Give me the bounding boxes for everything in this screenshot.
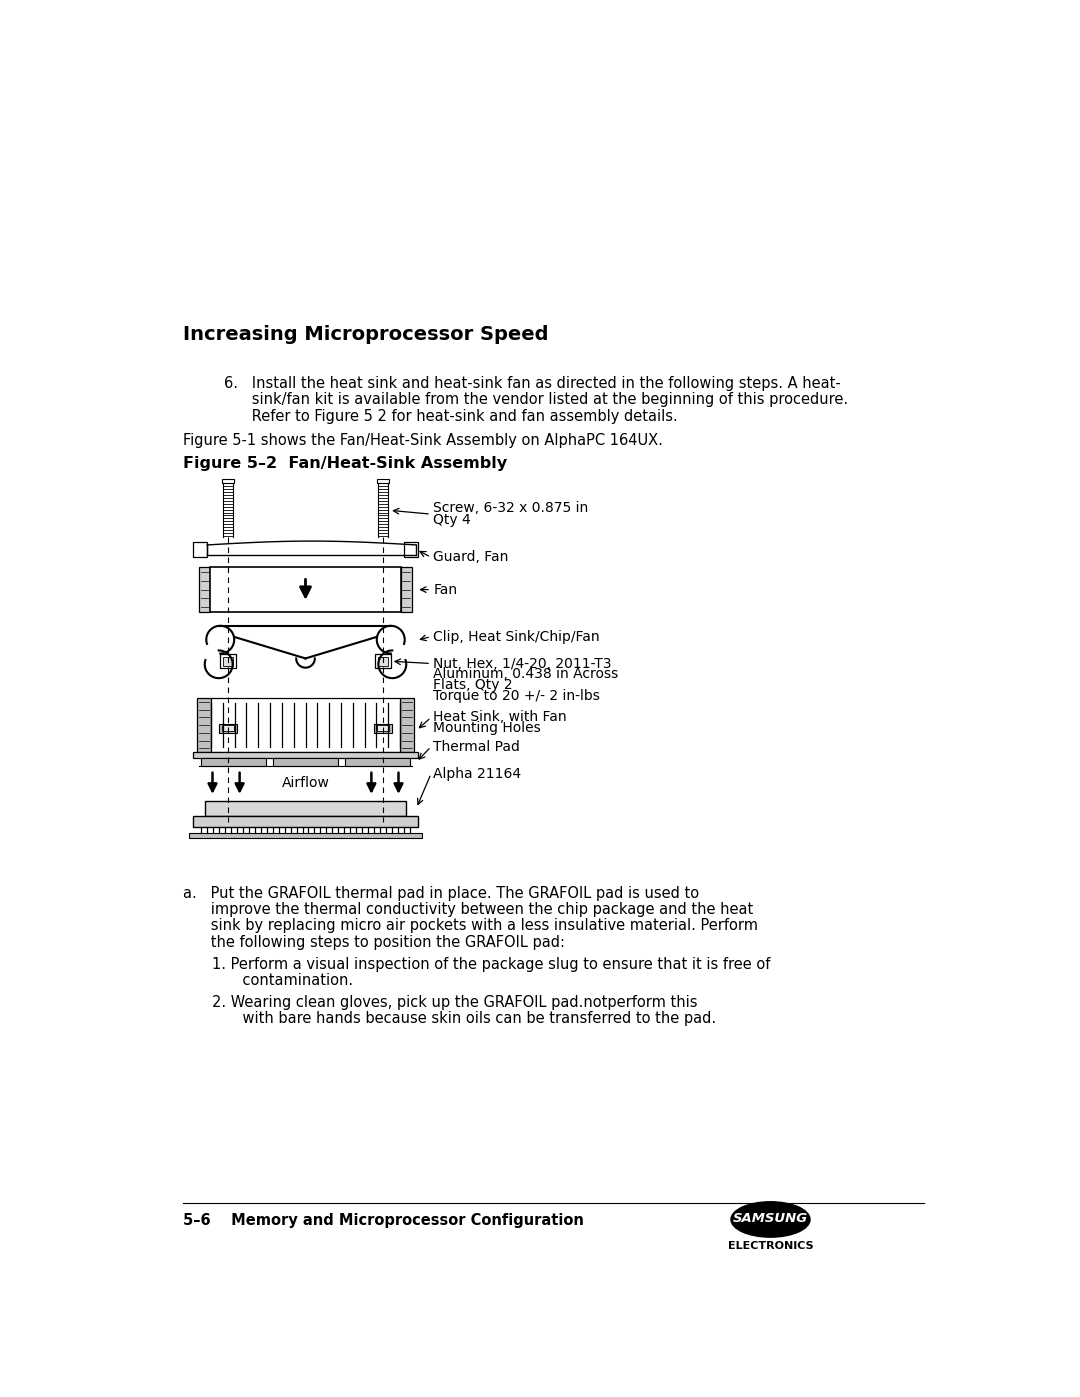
Bar (221, 479, 234, 483)
Text: Screw, 6-32 x 0.875 in: Screw, 6-32 x 0.875 in (433, 502, 589, 515)
Bar (193, 816, 418, 827)
Bar (377, 479, 389, 483)
Bar (404, 542, 418, 557)
Bar (401, 567, 411, 612)
Bar (377, 725, 389, 731)
Text: 6.   Install the heat sink and heat-sink fan as directed in the following steps.: 6. Install the heat sink and heat-sink f… (225, 376, 841, 391)
Text: sink by replacing micro air pockets with a less insulative material. Perform: sink by replacing micro air pockets with… (183, 918, 758, 933)
Text: a.   Put the GRAFOIL thermal pad in place. The GRAFOIL pad is used to: a. Put the GRAFOIL thermal pad in place.… (183, 886, 699, 901)
Bar (375, 654, 391, 668)
Bar (345, 759, 410, 766)
Text: improve the thermal conductivity between the chip package and the heat: improve the thermal conductivity between… (183, 902, 754, 918)
Text: the following steps to position the GRAFOIL pad:: the following steps to position the GRAF… (183, 935, 565, 950)
Text: Clip, Heat Sink/Chip/Fan: Clip, Heat Sink/Chip/Fan (433, 630, 600, 644)
Text: Aluminum, 0.438 in Across: Aluminum, 0.438 in Across (433, 668, 619, 682)
Bar (378, 657, 389, 666)
Ellipse shape (731, 1201, 810, 1238)
Text: Airflow: Airflow (282, 777, 329, 791)
Bar (273, 759, 338, 766)
Bar (211, 698, 400, 752)
Text: Flats, Qty 2: Flats, Qty 2 (433, 678, 513, 692)
Text: Mounting Holes: Mounting Holes (433, 721, 541, 735)
Text: ELECTRONICS: ELECTRONICS (728, 1241, 813, 1252)
Text: 1. Perform a visual inspection of the package slug to ensure that it is free of: 1. Perform a visual inspection of the pa… (213, 957, 771, 972)
Bar (375, 724, 392, 733)
Bar (211, 567, 401, 612)
Bar (193, 542, 207, 557)
Text: Torque to 20 +/- 2 in-lbs: Torque to 20 +/- 2 in-lbs (433, 689, 600, 703)
Bar (201, 759, 266, 766)
Bar (189, 833, 422, 838)
Bar (205, 800, 406, 816)
Bar (221, 725, 234, 731)
Text: Guard, Fan: Guard, Fan (433, 550, 509, 564)
Text: Heat Sink, with Fan: Heat Sink, with Fan (433, 711, 567, 725)
Text: contamination.: contamination. (225, 974, 353, 988)
Text: Thermal Pad: Thermal Pad (433, 739, 521, 753)
Bar (400, 698, 414, 752)
Text: Fan: Fan (433, 583, 458, 597)
Text: 5–6    Memory and Microprocessor Configuration: 5–6 Memory and Microprocessor Configurat… (183, 1214, 584, 1228)
Text: Figure 5-1 shows the Fan/Heat-Sink Assembly on AlphaPC 164UX.: Figure 5-1 shows the Fan/Heat-Sink Assem… (183, 433, 663, 448)
Text: with bare hands because skin oils can be transferred to the pad.: with bare hands because skin oils can be… (225, 1011, 716, 1025)
Bar (222, 657, 233, 666)
Text: sink/fan kit is available from the vendor listed at the beginning of this proced: sink/fan kit is available from the vendo… (225, 393, 848, 408)
Bar (219, 724, 237, 733)
Text: Nut, Hex, 1/4-20, 2011-T3: Nut, Hex, 1/4-20, 2011-T3 (433, 657, 612, 671)
Text: Figure 5–2  Fan/Heat-Sink Assembly: Figure 5–2 Fan/Heat-Sink Assembly (183, 457, 508, 471)
Text: Refer to Figure 5 2 for heat-sink and fan assembly details.: Refer to Figure 5 2 for heat-sink and fa… (225, 409, 678, 425)
Bar (220, 654, 235, 668)
Text: Qty 4: Qty 4 (433, 513, 471, 527)
Text: Increasing Microprocessor Speed: Increasing Microprocessor Speed (183, 326, 549, 345)
Bar (200, 567, 211, 612)
Text: 2. Wearing clean gloves, pick up the GRAFOIL pad.notperform this: 2. Wearing clean gloves, pick up the GRA… (213, 995, 698, 1010)
Text: SAMSUNG: SAMSUNG (733, 1213, 808, 1225)
Bar (197, 698, 211, 752)
Bar (193, 752, 418, 759)
Text: Alpha 21164: Alpha 21164 (433, 767, 522, 781)
